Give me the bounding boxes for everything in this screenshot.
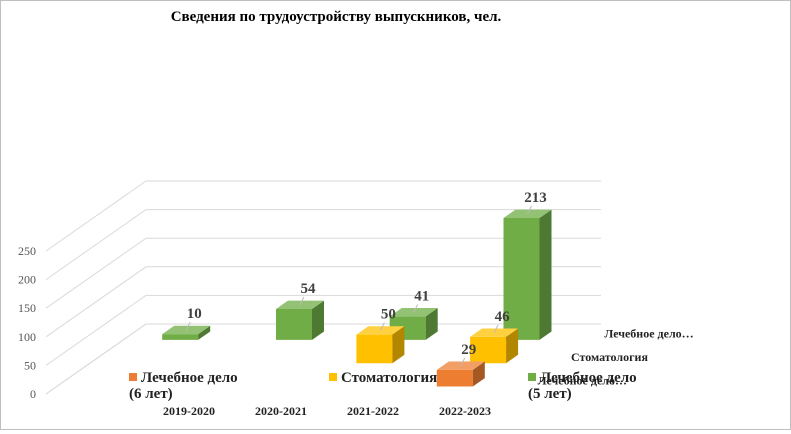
bar-face (392, 326, 405, 364)
x-tick-label: 2021-2022 (347, 404, 399, 418)
leader-line (413, 304, 419, 313)
bar (503, 209, 552, 340)
legend-item: Стоматология (329, 370, 459, 386)
bar-face (198, 325, 211, 340)
grid-line (45, 237, 601, 309)
legend-label: Лечебное дело (6 лет) (129, 370, 238, 402)
bar-face (425, 308, 438, 340)
grid-line (45, 294, 601, 366)
series-axis-label: Лечебное дело… (604, 327, 693, 341)
data-label: 50 (381, 307, 396, 323)
series-axis-label: Лечебное дело… (538, 373, 627, 387)
leader-line (185, 321, 191, 331)
bar-face (539, 209, 552, 340)
legend-item: Лечебное дело (5 лет) (528, 370, 648, 402)
legend-label: Стоматология (341, 370, 438, 386)
leader-line (460, 357, 466, 366)
legend-item: Лечебное дело (6 лет) (129, 370, 249, 402)
bar-face (312, 300, 324, 340)
leader-line (379, 322, 385, 331)
grid-line (45, 266, 601, 338)
y-tick-label: 250 (18, 244, 36, 258)
x-tick-label: 2020-2021 (255, 404, 307, 418)
data-label: 54 (300, 281, 316, 297)
y-tick-label: 50 (24, 358, 36, 372)
data-label: 10 (187, 306, 202, 322)
leader-line (299, 296, 305, 306)
bar-face (506, 328, 519, 364)
data-label: 46 (495, 309, 511, 325)
bar-face (470, 328, 519, 337)
legend-swatch (528, 373, 536, 381)
bar (162, 325, 211, 340)
x-tick-label: 2019-2020 (163, 404, 215, 418)
grid-line (45, 209, 601, 281)
bar (276, 300, 324, 340)
x-tick-label: 2022-2023 (439, 404, 491, 418)
series-axis-label: Стоматология (571, 350, 648, 364)
bar-face (162, 334, 199, 340)
leader-line (493, 324, 499, 333)
legend-swatch (329, 373, 337, 381)
grid-line (45, 323, 601, 395)
bar-face (276, 309, 312, 340)
bar-face (503, 218, 540, 340)
bar-face (472, 361, 485, 387)
grid-line (45, 180, 601, 252)
chart-title: Сведения по трудоустройству выпускников,… (171, 9, 502, 25)
bar-face (470, 336, 507, 364)
leader-line (527, 205, 532, 215)
data-label: 213 (524, 190, 547, 206)
legend-label: Лечебное дело (5 лет) (528, 370, 637, 402)
bar (356, 326, 405, 364)
y-tick-label: 0 (30, 387, 36, 401)
data-label: 29 (461, 342, 476, 358)
bar (470, 328, 519, 364)
bar-face (356, 334, 393, 364)
y-tick-label: 200 (18, 273, 36, 287)
y-tick-label: 100 (18, 330, 36, 344)
data-label: 41 (414, 288, 429, 304)
legend-swatch (129, 373, 137, 381)
y-tick-label: 150 (18, 301, 36, 315)
bar-face (436, 369, 473, 387)
